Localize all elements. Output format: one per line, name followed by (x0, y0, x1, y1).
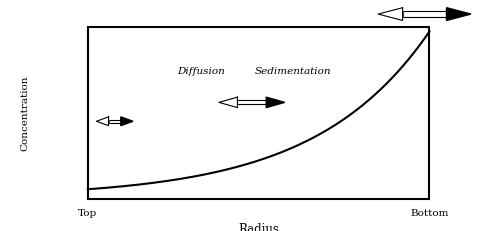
Text: Diffusion: Diffusion (177, 67, 224, 76)
Bar (238, 101, 266, 105)
Text: Radius: Radius (238, 222, 279, 231)
Bar (108, 120, 121, 123)
Text: Concentration: Concentration (20, 76, 29, 151)
Polygon shape (97, 117, 108, 126)
Bar (88, 28, 429, 199)
Bar (403, 12, 447, 18)
Polygon shape (266, 98, 285, 108)
Text: Top: Top (78, 208, 98, 217)
Text: Sedimentation: Sedimentation (255, 67, 331, 76)
Polygon shape (378, 9, 403, 21)
Polygon shape (219, 98, 238, 108)
Polygon shape (121, 117, 133, 126)
Polygon shape (447, 9, 471, 21)
Text: Bottom: Bottom (410, 208, 448, 217)
